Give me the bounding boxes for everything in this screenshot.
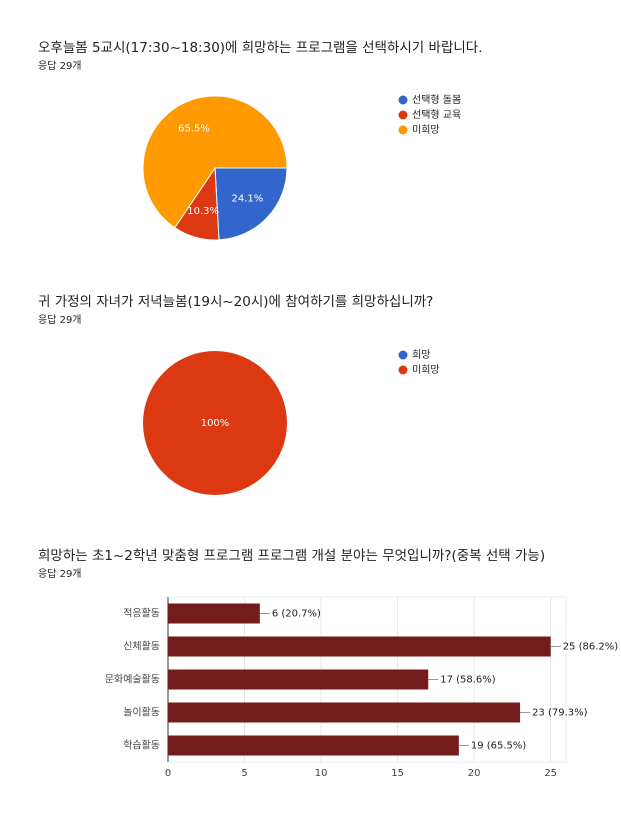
bar-value-label: 17 (58.6%) bbox=[440, 675, 496, 686]
y-tick-label: 학습활동 bbox=[123, 739, 160, 752]
slice-label: 100% bbox=[201, 418, 230, 429]
slice-label: 10.3% bbox=[187, 206, 219, 217]
legend-marker bbox=[398, 125, 408, 135]
y-tick-label: 놀이활동 bbox=[123, 706, 160, 719]
x-tick-label: 5 bbox=[241, 768, 247, 779]
pie-slice bbox=[142, 95, 288, 229]
legend-label: 선택형 돌봄 bbox=[412, 94, 461, 106]
legend-label: 미희망 bbox=[412, 124, 440, 136]
slice-label: 24.1% bbox=[232, 194, 264, 205]
bar bbox=[168, 702, 521, 723]
chart-title: 귀 가정의 자녀가 저녁늘봄(19시~20시)에 참여하기를 희망하십니까? bbox=[38, 294, 433, 310]
bar bbox=[168, 636, 551, 657]
x-tick-label: 10 bbox=[315, 768, 328, 779]
pie-slice bbox=[143, 351, 287, 495]
chart-subtitle: 응답 29개 bbox=[38, 314, 82, 326]
chart-title: 오후늘봄 5교시(17:30~18:30)에 희망하는 프로그램을 선택하시기 … bbox=[38, 40, 483, 56]
x-tick-label: 15 bbox=[391, 768, 404, 779]
x-tick-label: 25 bbox=[544, 768, 557, 779]
chart-subtitle: 응답 29개 bbox=[38, 568, 82, 580]
legend-marker bbox=[398, 350, 408, 360]
legend-label: 선택형 교육 bbox=[412, 109, 461, 121]
y-tick-label: 문화예술활동 bbox=[105, 673, 160, 686]
x-tick-label: 0 bbox=[165, 768, 171, 779]
bar-value-label: 6 (20.7%) bbox=[272, 609, 321, 620]
chart-subtitle: 응답 29개 bbox=[38, 60, 82, 72]
bar bbox=[168, 603, 260, 624]
y-tick-label: 신체활동 bbox=[123, 640, 160, 653]
pie-slice bbox=[214, 167, 288, 241]
chart-title: 희망하는 초1~2학년 맞춤형 프로그램 프로그램 개설 분야는 무엇입니까?(… bbox=[38, 548, 545, 564]
x-tick-label: 20 bbox=[468, 768, 481, 779]
legend-label: 희망 bbox=[412, 349, 430, 361]
bar-value-label: 19 (65.5%) bbox=[471, 741, 527, 752]
legend-marker bbox=[398, 110, 408, 120]
bar bbox=[168, 735, 459, 756]
y-tick-label: 적응활동 bbox=[123, 607, 160, 620]
bar-value-label: 23 (79.3%) bbox=[532, 708, 588, 719]
legend-marker bbox=[398, 95, 408, 105]
legend-label: 미희망 bbox=[412, 364, 440, 376]
bar bbox=[168, 669, 429, 690]
legend-marker bbox=[398, 365, 408, 375]
slice-label: 65.5% bbox=[178, 124, 210, 135]
bar-value-label: 25 (86.2%) bbox=[563, 642, 619, 653]
